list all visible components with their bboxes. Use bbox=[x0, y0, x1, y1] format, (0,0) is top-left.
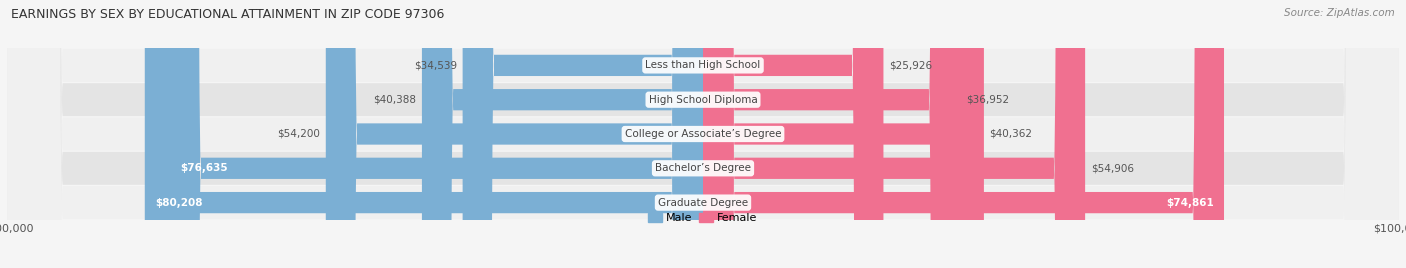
FancyBboxPatch shape bbox=[463, 0, 703, 268]
FancyBboxPatch shape bbox=[703, 0, 883, 268]
Text: $74,861: $74,861 bbox=[1166, 198, 1213, 208]
Text: $40,388: $40,388 bbox=[374, 95, 416, 105]
Text: $54,906: $54,906 bbox=[1091, 163, 1133, 173]
Text: Bachelor’s Degree: Bachelor’s Degree bbox=[655, 163, 751, 173]
FancyBboxPatch shape bbox=[326, 0, 703, 268]
Text: College or Associate’s Degree: College or Associate’s Degree bbox=[624, 129, 782, 139]
Text: $54,200: $54,200 bbox=[277, 129, 321, 139]
Text: $40,362: $40,362 bbox=[990, 129, 1032, 139]
FancyBboxPatch shape bbox=[703, 0, 984, 268]
FancyBboxPatch shape bbox=[7, 0, 1399, 268]
Text: EARNINGS BY SEX BY EDUCATIONAL ATTAINMENT IN ZIP CODE 97306: EARNINGS BY SEX BY EDUCATIONAL ATTAINMEN… bbox=[11, 8, 444, 21]
FancyBboxPatch shape bbox=[703, 0, 1085, 268]
Text: $80,208: $80,208 bbox=[155, 198, 202, 208]
FancyBboxPatch shape bbox=[170, 0, 703, 268]
Legend: Male, Female: Male, Female bbox=[644, 209, 762, 228]
Text: Source: ZipAtlas.com: Source: ZipAtlas.com bbox=[1284, 8, 1395, 18]
Text: $36,952: $36,952 bbox=[966, 95, 1010, 105]
FancyBboxPatch shape bbox=[7, 0, 1399, 268]
Text: High School Diploma: High School Diploma bbox=[648, 95, 758, 105]
Text: Less than High School: Less than High School bbox=[645, 60, 761, 70]
Text: Graduate Degree: Graduate Degree bbox=[658, 198, 748, 208]
FancyBboxPatch shape bbox=[703, 0, 1225, 268]
FancyBboxPatch shape bbox=[7, 0, 1399, 268]
FancyBboxPatch shape bbox=[145, 0, 703, 268]
Text: $25,926: $25,926 bbox=[889, 60, 932, 70]
FancyBboxPatch shape bbox=[7, 0, 1399, 268]
Text: $34,539: $34,539 bbox=[413, 60, 457, 70]
Text: $76,635: $76,635 bbox=[180, 163, 228, 173]
FancyBboxPatch shape bbox=[703, 0, 960, 268]
FancyBboxPatch shape bbox=[422, 0, 703, 268]
FancyBboxPatch shape bbox=[7, 0, 1399, 268]
